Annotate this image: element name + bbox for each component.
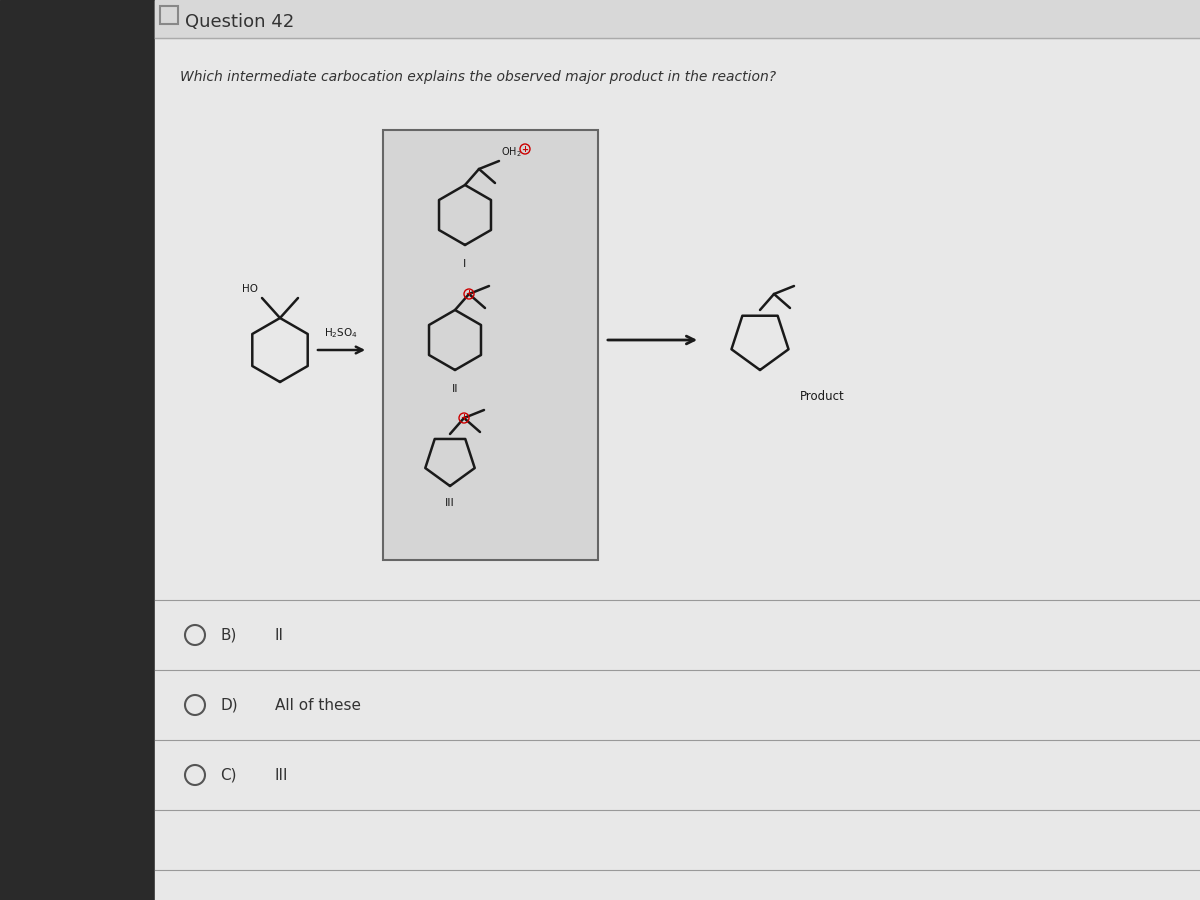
- Bar: [0, 0, 155, 900]
- Text: III: III: [445, 498, 455, 508]
- Text: OH$_2$: OH$_2$: [502, 145, 522, 159]
- Text: III: III: [275, 768, 288, 782]
- Text: I: I: [463, 259, 467, 269]
- Text: +: +: [522, 145, 528, 154]
- Text: B): B): [220, 627, 236, 643]
- Text: D): D): [220, 698, 238, 713]
- Text: II: II: [451, 384, 458, 394]
- Bar: [155, 0, 1200, 38]
- Text: Product: Product: [800, 390, 845, 403]
- Bar: [383, 130, 598, 560]
- Text: +: +: [466, 290, 473, 299]
- Text: H$_2$SO$_4$: H$_2$SO$_4$: [324, 326, 358, 340]
- Text: Question 42: Question 42: [185, 13, 294, 31]
- Text: HO: HO: [242, 284, 258, 294]
- Bar: [155, 0, 1200, 900]
- Text: +: +: [461, 413, 468, 422]
- Text: II: II: [275, 627, 284, 643]
- Bar: [160, 6, 178, 24]
- Text: C): C): [220, 768, 236, 782]
- Text: Which intermediate carbocation explains the observed major product in the reacti: Which intermediate carbocation explains …: [180, 70, 776, 84]
- Text: All of these: All of these: [275, 698, 361, 713]
